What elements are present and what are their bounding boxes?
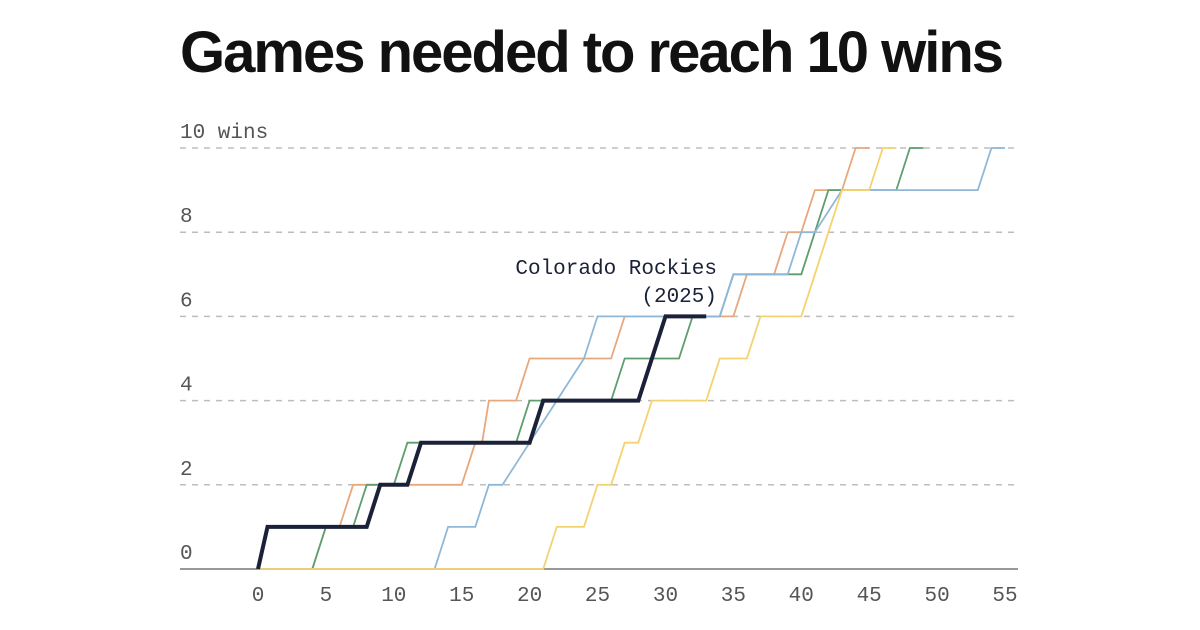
series-lines: [256, 147, 1005, 570]
x-tick-label: 25: [585, 585, 610, 608]
x-tick-label: 0: [252, 585, 265, 608]
series-line-0: [258, 147, 870, 570]
y-tick-label: 4: [180, 375, 193, 398]
x-tick-label: 45: [857, 585, 882, 608]
series-line-3: [258, 147, 897, 570]
chart-title: Games needed to reach 10 wins: [180, 20, 1004, 85]
x-tick-label: 40: [789, 585, 814, 608]
y-tick-label: 0: [180, 543, 193, 566]
tick-labels: 0 2 4 6 8 10 wins 0 5 10 15 20 25 30 35 40 45 50 55: [180, 122, 1018, 608]
x-tick-label: 55: [992, 585, 1017, 608]
annotation-team-label: Colorado Rockies: [515, 258, 717, 281]
x-tick-label: 50: [924, 585, 949, 608]
y-tick-label: 6: [180, 290, 193, 313]
x-tick-label: 10: [381, 585, 406, 608]
x-tick-label: 20: [517, 585, 542, 608]
series-line-highlight: [256, 314, 707, 570]
y-tick-label: 10 wins: [180, 122, 268, 145]
annotation: Colorado Rockies (2025): [515, 258, 717, 309]
x-tick-label: 15: [449, 585, 474, 608]
x-tick-label: 5: [320, 585, 333, 608]
annotation-year-label: (2025): [641, 286, 717, 309]
y-tick-label: 8: [180, 206, 193, 229]
x-tick-label: 35: [721, 585, 746, 608]
gridlines: [180, 147, 1018, 486]
y-tick-label: 2: [180, 459, 193, 482]
x-tick-label: 30: [653, 585, 678, 608]
